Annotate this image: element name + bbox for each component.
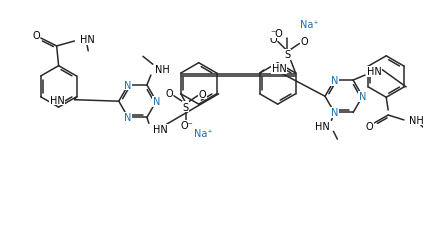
Text: HN: HN	[271, 64, 286, 74]
Text: N: N	[358, 92, 366, 102]
Text: HN: HN	[314, 122, 329, 132]
Text: HN: HN	[50, 95, 65, 105]
Text: N: N	[124, 113, 132, 123]
Text: HN: HN	[153, 125, 167, 135]
Text: O: O	[165, 88, 173, 98]
Text: S: S	[284, 50, 290, 60]
Text: HN: HN	[80, 35, 95, 45]
Text: O: O	[268, 34, 276, 44]
Text: O⁻: O⁻	[180, 121, 193, 131]
Text: Na⁺: Na⁺	[194, 129, 212, 139]
Text: O: O	[300, 36, 308, 46]
Text: NH: NH	[155, 65, 169, 75]
Text: O: O	[32, 31, 40, 41]
Text: S: S	[182, 102, 188, 112]
Text: O: O	[198, 89, 206, 99]
Text: N: N	[152, 97, 160, 107]
Text: NH: NH	[408, 116, 423, 125]
Text: Na⁺: Na⁺	[299, 20, 318, 30]
Text: N: N	[124, 81, 132, 91]
Text: HN: HN	[366, 67, 381, 77]
Text: O: O	[365, 121, 372, 131]
Text: ⁻O: ⁻O	[269, 28, 282, 38]
Text: N: N	[330, 76, 337, 86]
Text: N: N	[330, 108, 337, 118]
